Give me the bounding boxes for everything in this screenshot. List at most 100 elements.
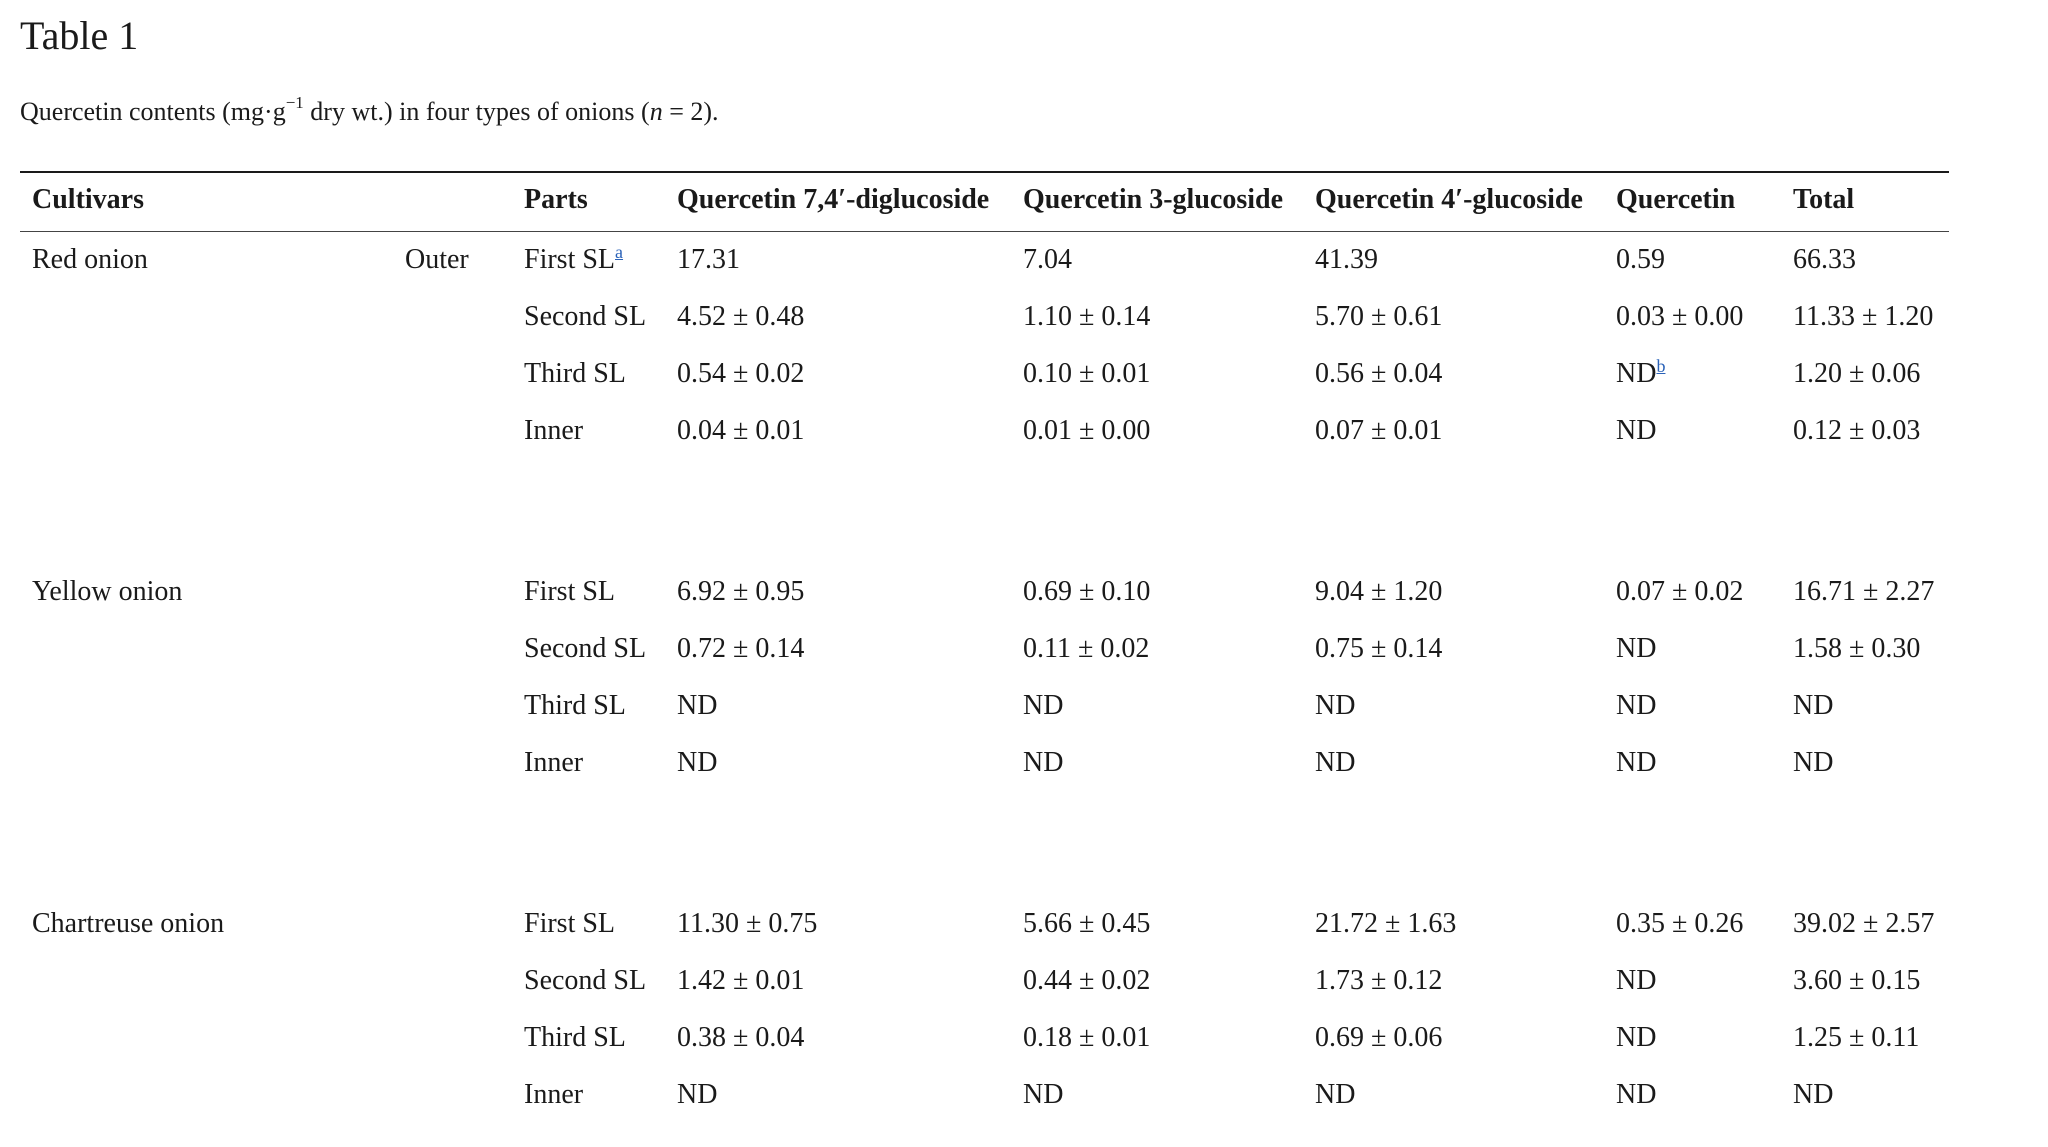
- value-q4-glucoside: ND: [1315, 1079, 1356, 1110]
- value-total: ND: [1793, 747, 1834, 778]
- value-quercetin-cell: NDb: [1616, 356, 1665, 392]
- value-quercetin: ND: [1616, 358, 1657, 389]
- value-quercetin: 0.03 ± 0.00: [1616, 301, 1744, 332]
- value-quercetin: 0.35 ± 0.26: [1616, 908, 1744, 939]
- table-title: Table 1: [20, 13, 139, 58]
- part-position: Outer: [405, 244, 469, 275]
- value-total: 1.20 ± 0.06: [1793, 358, 1921, 389]
- value-quercetin-cell: ND: [1616, 1020, 1656, 1056]
- value-total: 66.33: [1793, 244, 1856, 275]
- part-label: Inner: [524, 747, 584, 778]
- value-quercetin-cell: ND: [1616, 963, 1656, 999]
- caption-text-3: = 2).: [662, 97, 719, 126]
- part-cell: Third SL: [524, 1020, 626, 1056]
- header-q74-diglucoside: Quercetin 7,4′-diglucoside: [677, 184, 990, 215]
- caption-n-symbol: n: [649, 97, 663, 126]
- value-total: 1.25 ± 0.11: [1793, 1022, 1920, 1053]
- part-cell: Third SL: [524, 356, 626, 392]
- value-q4-glucoside: 0.75 ± 0.14: [1315, 633, 1443, 664]
- value-quercetin-cell: ND: [1616, 745, 1656, 781]
- value-q74-diglucoside: 1.42 ± 0.01: [677, 965, 805, 996]
- value-q4-glucoside: ND: [1315, 747, 1356, 778]
- value-q74-diglucoside: 0.72 ± 0.14: [677, 633, 805, 664]
- part-cell: Second SL: [524, 963, 646, 999]
- value-q74-diglucoside: ND: [677, 690, 718, 721]
- value-total: 39.02 ± 2.57: [1793, 908, 1935, 939]
- part-label: Inner: [524, 415, 584, 446]
- part-cell: Inner: [524, 745, 583, 781]
- part-cell: First SLa: [524, 242, 623, 278]
- value-q4-glucoside: 0.56 ± 0.04: [1315, 358, 1443, 389]
- value-q4-glucoside: 21.72 ± 1.63: [1315, 908, 1457, 939]
- value-q4-glucoside: 5.70 ± 0.61: [1315, 301, 1443, 332]
- value-quercetin-cell: ND: [1616, 688, 1656, 724]
- footnote-link[interactable]: b: [1656, 356, 1666, 376]
- part-label: First SL: [524, 908, 616, 939]
- value-q3-glucoside: 0.44 ± 0.02: [1023, 965, 1151, 996]
- value-q74-diglucoside: 0.38 ± 0.04: [677, 1022, 805, 1053]
- part-label: Second SL: [524, 301, 647, 332]
- value-q3-glucoside: 5.66 ± 0.45: [1023, 908, 1151, 939]
- caption-exponent: −1: [285, 93, 304, 113]
- value-q3-glucoside: 0.01 ± 0.00: [1023, 415, 1151, 446]
- value-q74-diglucoside: 0.54 ± 0.02: [677, 358, 805, 389]
- part-label: Inner: [524, 1079, 584, 1110]
- part-label: Third SL: [524, 358, 626, 389]
- part-label: First SL: [524, 244, 616, 275]
- value-q3-glucoside: 0.10 ± 0.01: [1023, 358, 1151, 389]
- part-cell: Third SL: [524, 688, 626, 724]
- value-total: 11.33 ± 1.20: [1793, 301, 1934, 332]
- value-q74-diglucoside: 11.30 ± 0.75: [677, 908, 818, 939]
- value-total: 16.71 ± 2.27: [1793, 576, 1935, 607]
- value-q3-glucoside: ND: [1023, 747, 1064, 778]
- value-quercetin: ND: [1616, 1022, 1657, 1053]
- value-quercetin-cell: ND: [1616, 1077, 1656, 1113]
- value-total: ND: [1793, 1079, 1834, 1110]
- value-quercetin: 0.07 ± 0.02: [1616, 576, 1744, 607]
- value-quercetin-cell: 0.07 ± 0.02: [1616, 574, 1743, 610]
- part-cell: First SL: [524, 574, 615, 610]
- part-cell: Second SL: [524, 299, 646, 335]
- part-label: Second SL: [524, 965, 647, 996]
- part-cell: Inner: [524, 1077, 583, 1113]
- value-quercetin: ND: [1616, 747, 1657, 778]
- value-q3-glucoside: 0.69 ± 0.10: [1023, 576, 1151, 607]
- part-cell: Inner: [524, 413, 583, 449]
- value-quercetin: ND: [1616, 415, 1657, 446]
- table-caption: Quercetin contents (mg·g−1 dry wt.) in f…: [20, 92, 719, 132]
- table-top-rule: [20, 171, 1949, 173]
- part-label: First SL: [524, 576, 616, 607]
- value-q4-glucoside: ND: [1315, 690, 1356, 721]
- value-q74-diglucoside: ND: [677, 1079, 718, 1110]
- value-quercetin: ND: [1616, 633, 1657, 664]
- header-q4-glucoside: Quercetin 4′-glucoside: [1315, 184, 1583, 215]
- caption-text-2: dry wt.) in four types of onions (: [303, 97, 650, 126]
- value-total: 1.58 ± 0.30: [1793, 633, 1921, 664]
- value-total: 3.60 ± 0.15: [1793, 965, 1921, 996]
- value-quercetin: ND: [1616, 1079, 1657, 1110]
- value-q3-glucoside: ND: [1023, 1079, 1064, 1110]
- value-q4-glucoside: 0.69 ± 0.06: [1315, 1022, 1443, 1053]
- value-q4-glucoside: 41.39: [1315, 244, 1378, 275]
- value-q74-diglucoside: 0.04 ± 0.01: [677, 415, 805, 446]
- value-q3-glucoside: 1.10 ± 0.14: [1023, 301, 1151, 332]
- part-cell: Second SL: [524, 631, 646, 667]
- value-quercetin-cell: ND: [1616, 631, 1656, 667]
- value-q3-glucoside: 7.04: [1023, 244, 1072, 275]
- cultivar-name: Red onion: [32, 244, 148, 275]
- header-q3-glucoside: Quercetin 3-glucoside: [1023, 184, 1284, 215]
- value-q3-glucoside: 0.18 ± 0.01: [1023, 1022, 1151, 1053]
- value-quercetin: ND: [1616, 690, 1657, 721]
- footnote-link[interactable]: a: [615, 242, 624, 262]
- header-quercetin: Quercetin: [1616, 184, 1736, 215]
- part-label: Third SL: [524, 690, 626, 721]
- cultivar-name: Yellow onion: [32, 576, 183, 607]
- value-q74-diglucoside: 6.92 ± 0.95: [677, 576, 805, 607]
- table-header-rule: [20, 231, 1949, 232]
- header-parts: Parts: [524, 184, 588, 215]
- value-q4-glucoside: 9.04 ± 1.20: [1315, 576, 1443, 607]
- value-q74-diglucoside: ND: [677, 747, 718, 778]
- value-quercetin-cell: 0.59: [1616, 242, 1665, 278]
- header-cultivars: Cultivars: [32, 184, 144, 215]
- value-total: 0.12 ± 0.03: [1793, 415, 1921, 446]
